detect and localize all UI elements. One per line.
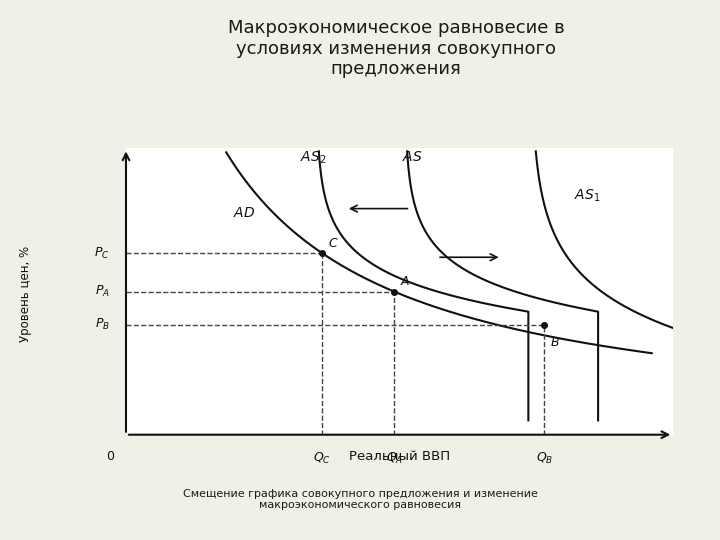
Text: A: A [400, 275, 409, 288]
Text: $Q_A$: $Q_A$ [386, 450, 403, 465]
Text: $AS$: $AS$ [402, 150, 423, 164]
Text: $Q_B$: $Q_B$ [536, 450, 553, 465]
Text: $Q_C$: $Q_C$ [313, 450, 330, 465]
Text: $P_C$: $P_C$ [94, 245, 110, 260]
Text: Уровень цен, %: Уровень цен, % [19, 246, 32, 342]
Text: $AS_1$: $AS_1$ [574, 188, 600, 205]
Text: $AS_2$: $AS_2$ [300, 150, 327, 166]
Text: $AD$: $AD$ [233, 206, 256, 220]
Text: Реальный ВВП: Реальный ВВП [349, 450, 450, 463]
Text: Макроэкономическое равновесие в
условиях изменения совокупного
предложения: Макроэкономическое равновесие в условиях… [228, 19, 564, 78]
Text: $P_A$: $P_A$ [95, 284, 110, 299]
Text: 0: 0 [106, 450, 114, 463]
Text: $P_B$: $P_B$ [95, 317, 110, 332]
Text: C: C [328, 237, 337, 249]
Text: B: B [551, 336, 559, 349]
Text: Смещение графика совокупного предложения и изменение
макроэкономического равнове: Смещение графика совокупного предложения… [183, 489, 537, 510]
